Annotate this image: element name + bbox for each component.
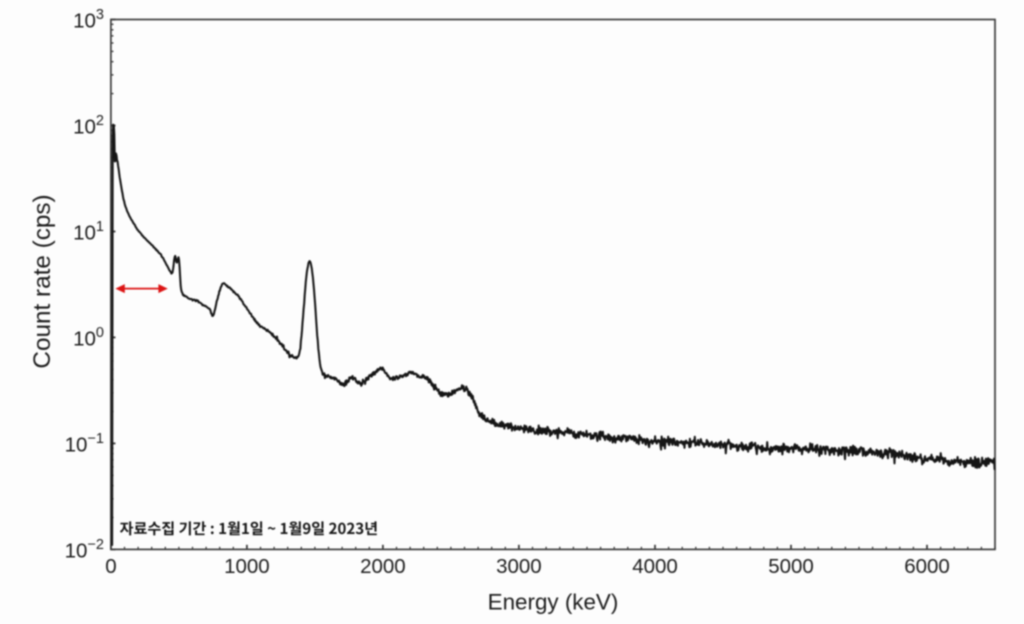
svg-text:6000: 6000 — [904, 555, 950, 578]
svg-text:Energy (keV): Energy (keV) — [488, 590, 619, 615]
svg-text:2000: 2000 — [360, 555, 406, 578]
svg-text:1000: 1000 — [224, 555, 270, 578]
svg-text:0: 0 — [105, 555, 116, 578]
svg-text:Count rate (cps): Count rate (cps) — [29, 194, 56, 368]
svg-text:4000: 4000 — [632, 555, 678, 578]
svg-text:3000: 3000 — [496, 555, 542, 578]
svg-text:5000: 5000 — [768, 555, 814, 578]
